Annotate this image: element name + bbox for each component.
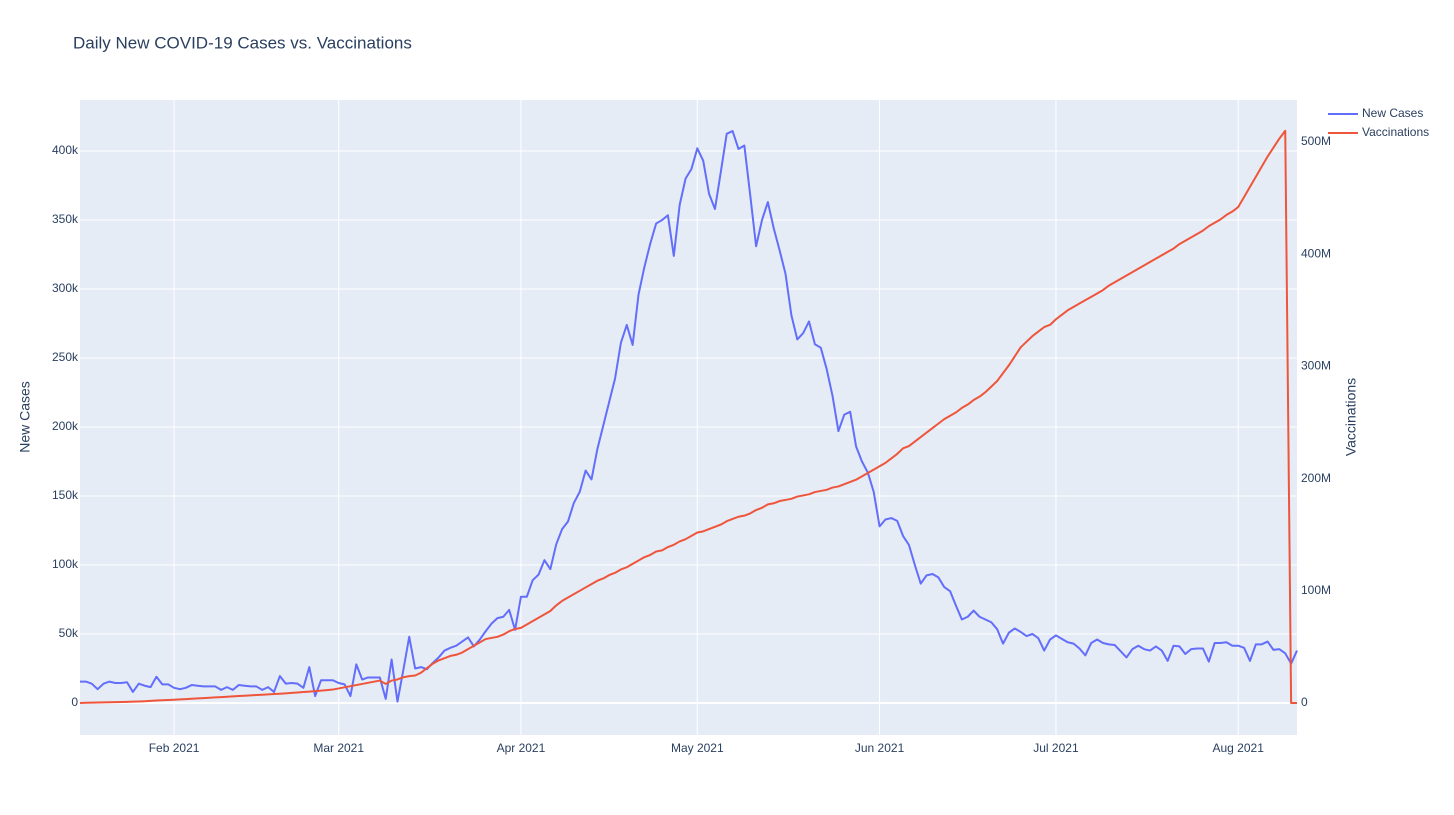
- series-line: [80, 130, 1298, 703]
- y2-tick-label: 0: [1301, 695, 1308, 709]
- x-tick-label: May 2021: [671, 741, 724, 755]
- legend-label: Vaccinations: [1362, 125, 1429, 139]
- plot-background: [80, 100, 1297, 735]
- y-tick-label: 100k: [52, 557, 79, 571]
- y-tick-label: 250k: [52, 350, 79, 364]
- y2-tick-label: 100M: [1301, 583, 1331, 597]
- y-tick-label: 350k: [52, 212, 79, 226]
- legend-label: New Cases: [1362, 106, 1423, 120]
- y-tick-label: 0: [71, 695, 78, 709]
- y2-tick-label: 300M: [1301, 359, 1331, 373]
- y-axis-title: New Cases: [17, 381, 33, 453]
- y-tick-label: 150k: [52, 488, 79, 502]
- x-tick-label: Jun 2021: [855, 741, 905, 755]
- y-tick-label: 50k: [59, 626, 79, 640]
- series-line: [79, 129, 1297, 705]
- y-tick-label: 300k: [52, 281, 79, 295]
- x-tick-label: Jul 2021: [1033, 741, 1079, 755]
- y-tick-label: 200k: [52, 419, 79, 433]
- x-tick-label: Mar 2021: [313, 741, 364, 755]
- chart-title: Daily New COVID-19 Cases vs. Vaccination…: [73, 33, 412, 52]
- y2-tick-label: 500M: [1301, 134, 1331, 148]
- x-tick-label: Aug 2021: [1213, 741, 1265, 755]
- x-tick-label: Feb 2021: [149, 741, 200, 755]
- y2-tick-label: 200M: [1301, 471, 1331, 485]
- y-tick-label: 400k: [52, 143, 79, 157]
- y2-tick-label: 400M: [1301, 246, 1331, 260]
- y2-axis-title: Vaccinations: [1343, 378, 1359, 456]
- x-tick-label: Apr 2021: [497, 741, 546, 755]
